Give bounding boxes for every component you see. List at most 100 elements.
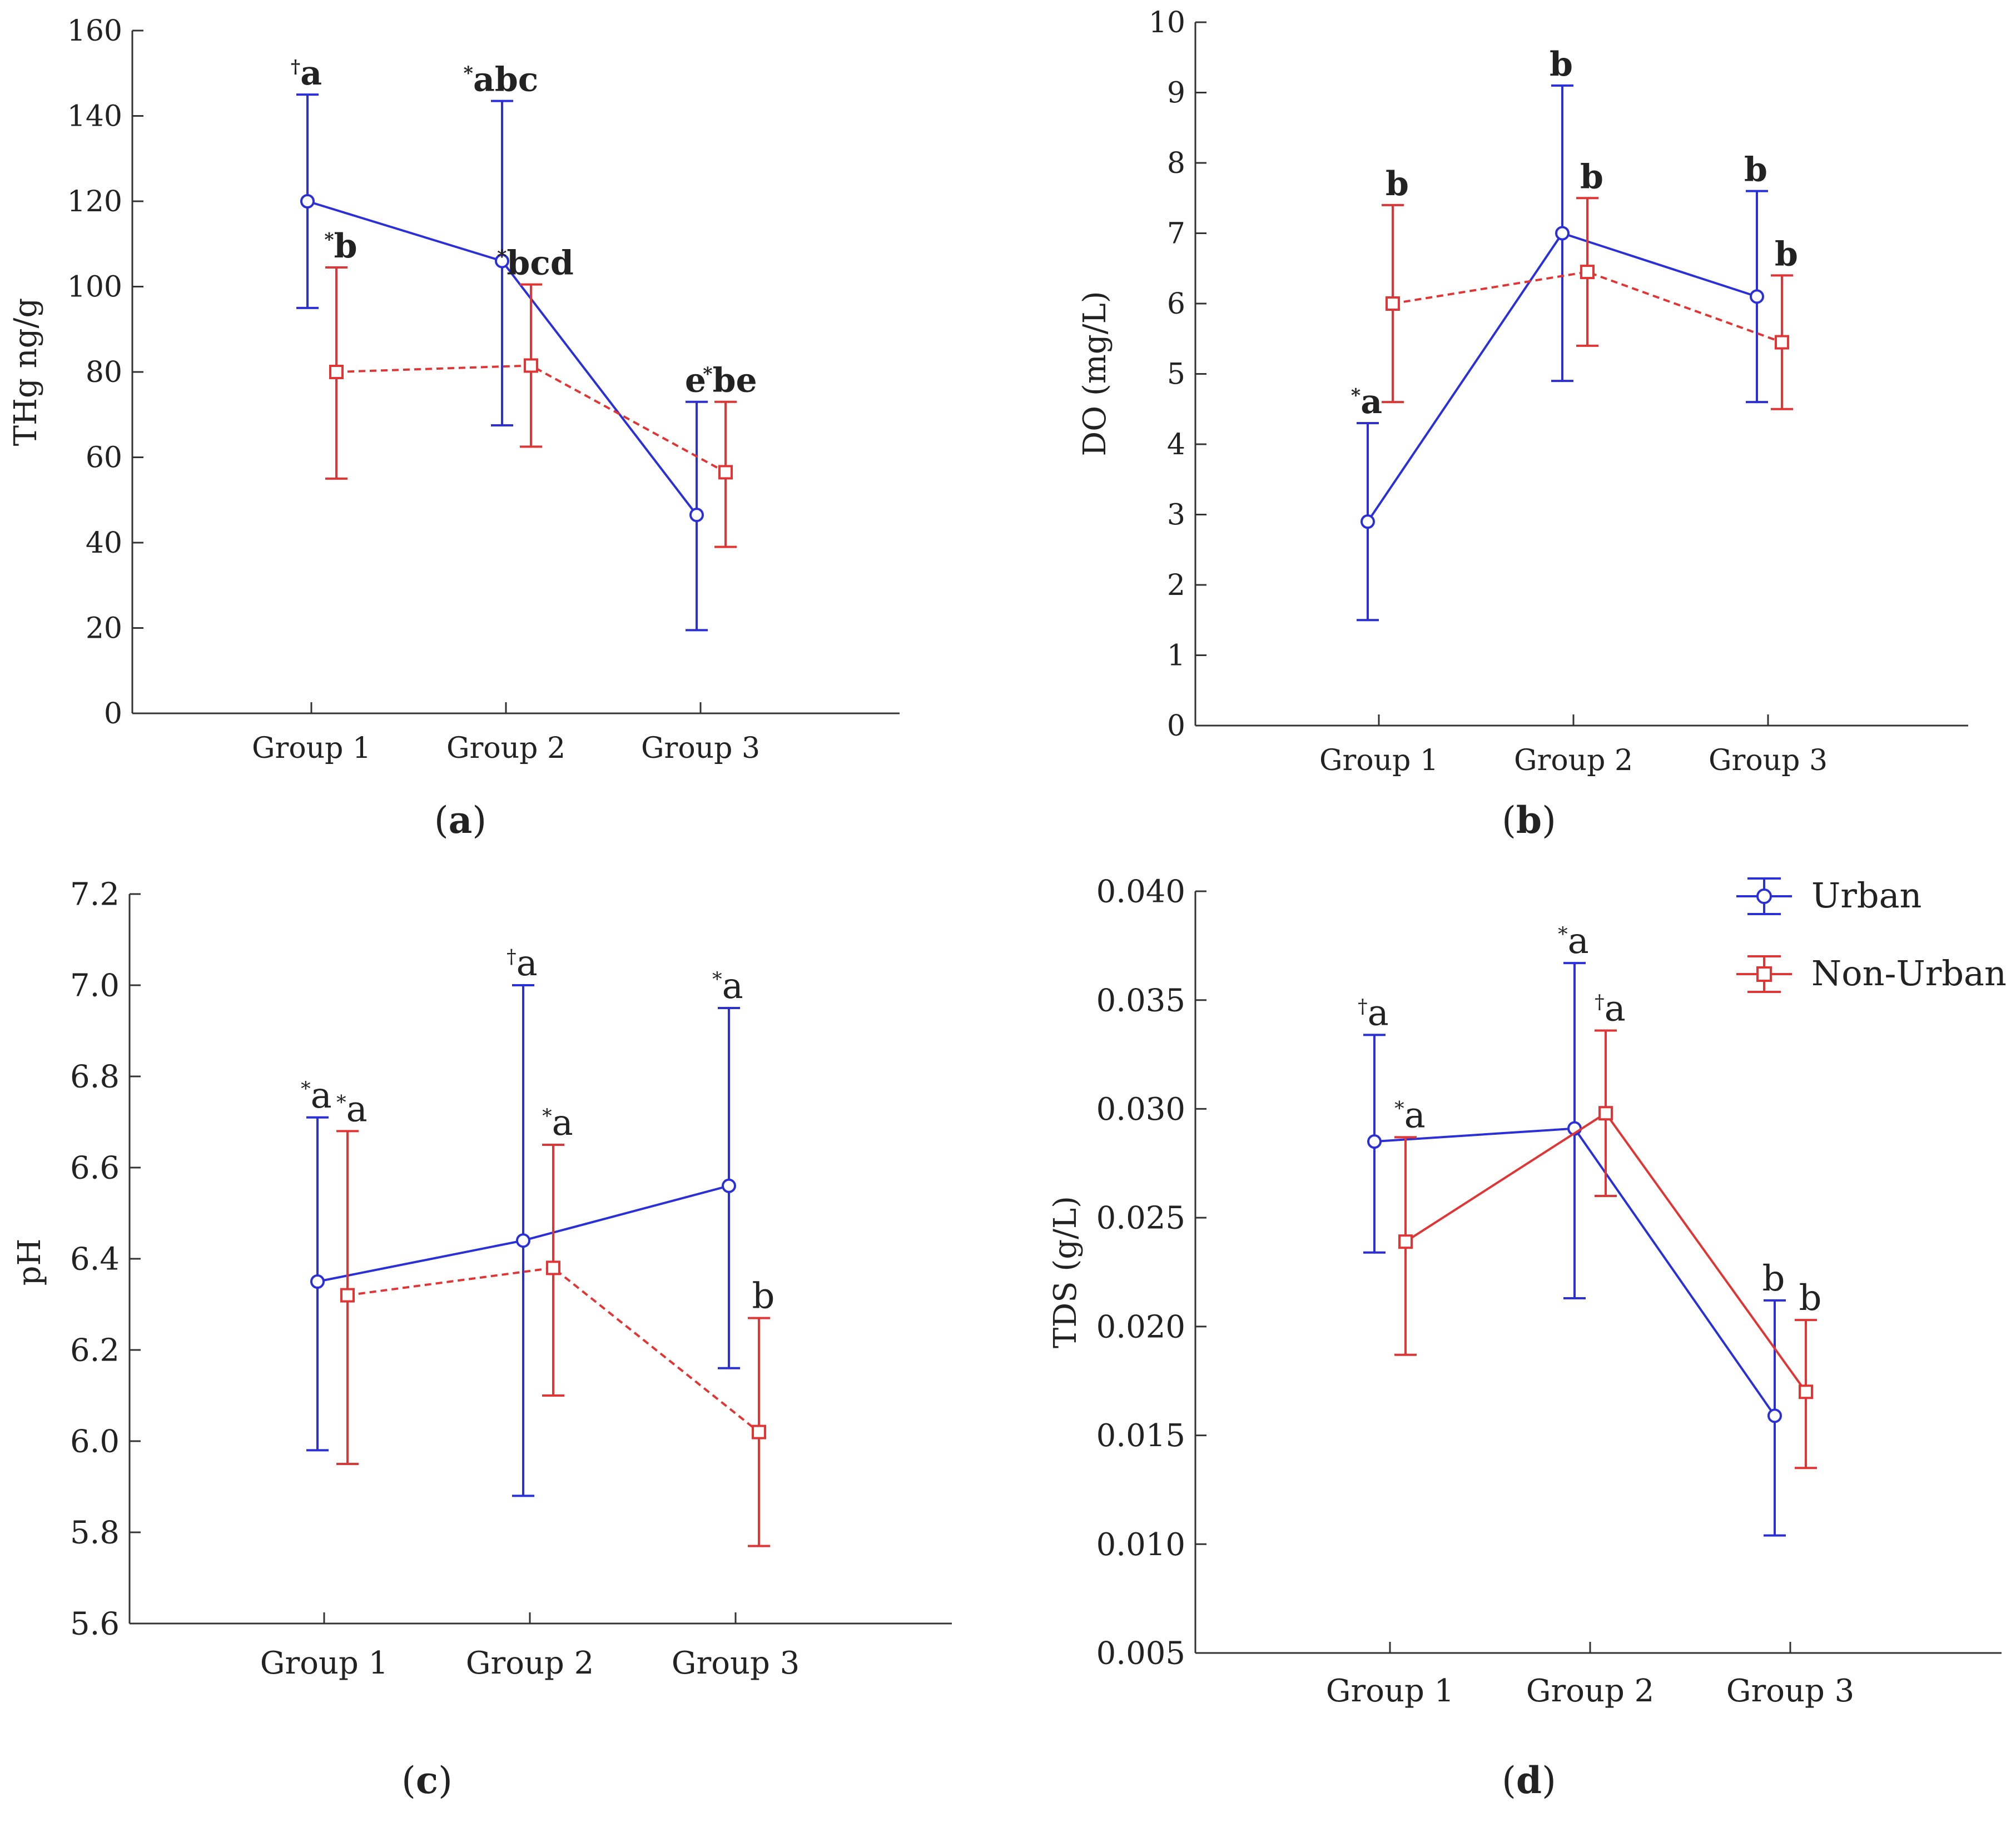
significance-label: †a — [507, 943, 538, 984]
y-tick-label: 0.035 — [1096, 982, 1185, 1019]
caption-part: d — [1516, 1759, 1542, 1802]
significance-symbol: * — [1394, 1098, 1404, 1120]
x-tick-label: Group 3 — [1709, 744, 1828, 777]
panel-caption-b: (b) — [1502, 798, 1556, 842]
significance-symbol: † — [507, 946, 517, 968]
y-tick-label: 60 — [86, 441, 122, 475]
y-tick-label: 160 — [67, 14, 122, 48]
y-tick-label: 7 — [1167, 217, 1185, 251]
significance-label: b — [1775, 235, 1798, 274]
x-tick-label: Group 3 — [672, 1645, 800, 1681]
x-tick-label: Group 2 — [1514, 744, 1633, 777]
significance-symbol: † — [291, 56, 300, 77]
significance-symbol: † — [1358, 995, 1368, 1017]
significance-symbol: * — [703, 363, 712, 385]
point-marker-nonurban — [718, 465, 733, 480]
significance-label: *bcd — [497, 244, 574, 283]
chart-panel-d: 0.005 0.010 0.015 0.020 0.025 0.030 0.035 0.040… — [1047, 874, 2007, 1802]
y-tick-label: 6.4 — [70, 1242, 120, 1278]
point-marker-nonurban — [1386, 296, 1400, 311]
point-marker-nonurban — [524, 358, 538, 373]
significance-label: b — [1762, 1258, 1785, 1299]
significance-label: b — [1550, 45, 1573, 84]
significance-letters: a — [1568, 921, 1589, 962]
significance-symbol: * — [336, 1091, 346, 1114]
panel-caption-a: (a) — [434, 798, 486, 842]
significance-symbol: * — [464, 62, 473, 84]
x-tick-label: Group 2 — [446, 732, 565, 765]
y-tick-label: 0.010 — [1096, 1527, 1185, 1563]
significance-label: b — [1580, 157, 1603, 196]
caption-part: ) — [472, 799, 486, 842]
significance-label: *a — [1558, 921, 1589, 962]
significance-letters: a — [1605, 989, 1626, 1030]
significance-label: †a — [1358, 992, 1389, 1034]
y-tick-label: 80 — [86, 356, 122, 389]
significance-symbol: * — [497, 246, 507, 267]
legend-marker-nonurban — [1756, 966, 1772, 982]
caption-part: ( — [1502, 1759, 1516, 1802]
y-tick-label: 3 — [1167, 499, 1185, 532]
significance-symbol: * — [542, 1105, 552, 1128]
significance-symbol: * — [1351, 384, 1360, 406]
chart-panel-a: 0 20 40 60 80 100 120 140 160 Group 1 Group 2 Group… — [8, 14, 900, 842]
point-marker-urban — [1767, 1408, 1782, 1423]
y-tick-label: 6 — [1167, 287, 1185, 321]
x-tick-label: Group 2 — [466, 1645, 594, 1681]
point-marker-urban — [689, 508, 704, 523]
point-marker-urban — [1360, 514, 1375, 529]
significance-letters: bcd — [507, 244, 573, 283]
significance-letters: be — [713, 361, 757, 400]
significance-symbol: * — [324, 229, 334, 250]
point-marker-urban — [1555, 226, 1570, 241]
significance-label: e — [685, 361, 706, 400]
significance-label: *a — [1394, 1095, 1426, 1136]
point-marker-urban — [300, 194, 315, 208]
significance-label: *abc — [464, 61, 539, 100]
significance-letters: a — [311, 1075, 332, 1116]
point-marker-nonurban — [1580, 265, 1595, 280]
caption-part: ) — [1542, 1759, 1556, 1802]
x-tick-label: Group 3 — [1726, 1673, 1855, 1709]
significance-label: *a — [336, 1089, 368, 1130]
y-axis-title: THg ng/g — [8, 298, 44, 446]
point-marker-nonurban — [1799, 1384, 1813, 1399]
significance-symbol: * — [301, 1078, 311, 1100]
point-marker-nonurban — [340, 1288, 355, 1303]
y-tick-label: 5.6 — [70, 1606, 120, 1642]
x-tick-label: Group 1 — [260, 1645, 389, 1681]
y-tick-label: 0.030 — [1096, 1091, 1185, 1128]
y-tick-label: 40 — [86, 527, 122, 560]
significance-letters: abc — [473, 61, 538, 100]
y-tick-label: 100 — [67, 271, 122, 304]
caption-part: ( — [434, 799, 449, 842]
chart-panel-c: 5.6 5.8 6.0 6.2 6.4 6.6 6.8 7.0 7.2 Group 1 Group … — [12, 877, 952, 1802]
significance-letters: a — [722, 966, 743, 1007]
y-tick-label: 6.8 — [70, 1059, 120, 1095]
legend-label: Urban — [1811, 875, 1921, 916]
point-marker-nonurban — [752, 1424, 766, 1439]
caption-part: ( — [401, 1759, 416, 1802]
y-tick-label: 6.2 — [70, 1333, 120, 1369]
point-marker-nonurban — [329, 365, 344, 379]
significance-letters: a — [346, 1089, 368, 1130]
significance-symbol: * — [712, 969, 722, 991]
significance-label: *be — [703, 361, 757, 400]
significance-letters: a — [1360, 383, 1382, 421]
point-marker-nonurban — [1398, 1234, 1413, 1249]
y-tick-label: 120 — [67, 185, 122, 219]
point-marker-urban — [722, 1178, 736, 1193]
y-tick-label: 0.025 — [1096, 1200, 1185, 1237]
significance-label: *a — [301, 1075, 332, 1116]
significance-label: †a — [291, 54, 322, 93]
significance-symbol: * — [1558, 924, 1568, 946]
chart-panel-b: 0 1 2 3 4 5 6 7 8 9 10 Group 1 Group 2 Group 3 DO (mg/… — [1077, 6, 1968, 842]
significance-label: b — [752, 1276, 775, 1317]
y-tick-label: 8 — [1167, 147, 1185, 180]
point-marker-urban — [495, 254, 509, 269]
y-tick-label: 0.015 — [1096, 1418, 1185, 1454]
significance-label: b — [1744, 151, 1767, 190]
y-tick-label: 5 — [1167, 358, 1185, 391]
caption-part: a — [449, 798, 473, 842]
